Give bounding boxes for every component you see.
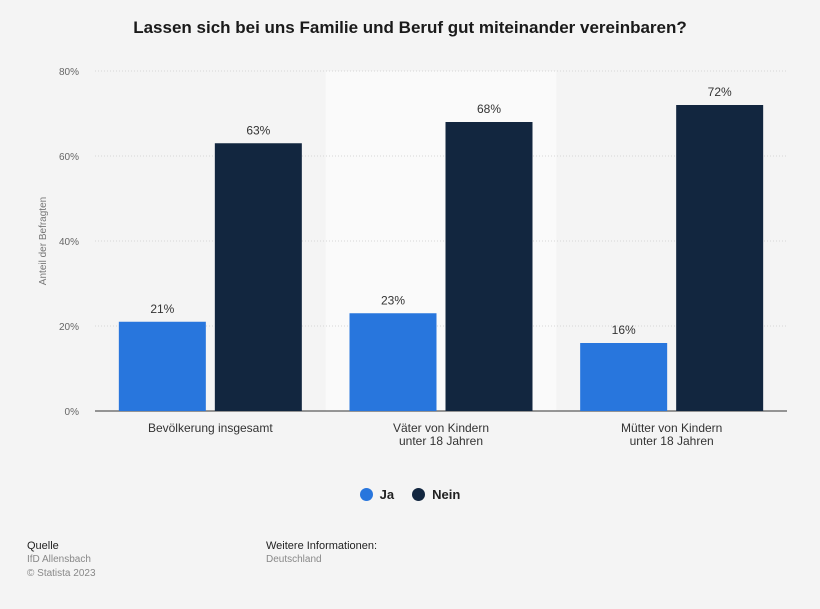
info-value: Deutschland [266,554,322,565]
x-tick-label: unter 18 Jahren [399,434,483,448]
legend-dot-ja [359,488,373,501]
y-axis-label: Anteil der Befragten [38,197,49,285]
data-label: 72% [708,85,732,99]
info-block: Weitere Informationen: Deutschland [266,539,377,567]
source-label: Quelle [27,540,59,552]
legend-item-ja[interactable]: Ja [359,487,395,502]
bar-ja [118,321,206,411]
data-label: 16% [612,323,636,337]
bar-chart: 0% 20% 40% 60% 80% Anteil der Befragten 21% 63%… [38,67,787,448]
data-label: 68% [477,102,501,116]
x-tick-label: Bevölkerung insgesamt [148,421,273,435]
legend-label-nein: Nein [432,487,461,502]
bar-nein [445,122,533,411]
y-tick-label: 0% [65,407,80,418]
source-block: Quelle IfD Allensbach © Statista 2023 [27,539,96,581]
data-label: 63% [246,123,270,137]
info-label: Weitere Informationen: [266,540,378,552]
source-name: IfD Allensbach [27,554,91,565]
y-tick-label: 60% [59,152,79,163]
y-tick-label: 20% [59,322,79,333]
bar-ja [349,313,437,411]
bar-nein [214,143,302,411]
data-label: 21% [150,302,174,316]
legend-label-ja: Ja [379,487,395,502]
x-tick-label: Väter von Kindern [393,421,489,435]
bar-ja [580,343,668,411]
x-tick-label: unter 18 Jahren [630,434,714,448]
legend-dot-nein [412,488,426,501]
bar-nein [676,105,764,411]
x-tick-label: Mütter von Kindern [621,421,722,435]
legend-item-nein[interactable]: Nein [412,487,460,502]
y-tick-label: 80% [59,67,79,78]
legend: Ja Nein [0,487,820,502]
data-label: 23% [381,293,405,307]
copyright: © Statista 2023 [27,568,96,579]
page-title: Lassen sich bei uns Familie und Beruf gu… [133,18,687,37]
y-tick-label: 40% [59,237,79,248]
